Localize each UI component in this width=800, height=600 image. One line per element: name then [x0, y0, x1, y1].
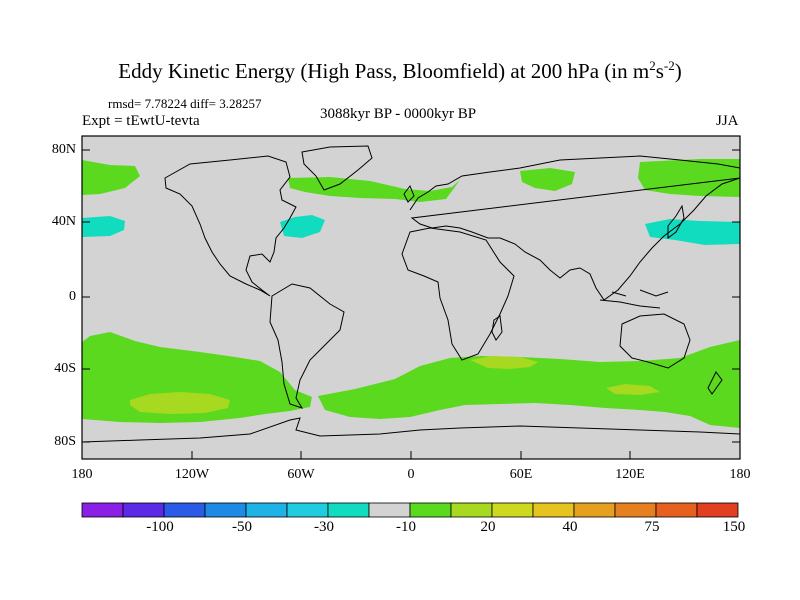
title-sup-1: 2 [649, 58, 656, 73]
coast-indonesia [599, 289, 669, 309]
lon-label-180w: 180 [71, 467, 93, 482]
colorbar-label-75: 75 [644, 519, 660, 535]
patch-yellowgreen-australia [606, 384, 660, 395]
colorbar-label-neg50: -50 [232, 519, 252, 535]
colorbar-label-neg10: -10 [396, 519, 416, 535]
patch-n-pacific-east [638, 159, 740, 197]
lat-label-80n: 80N [51, 142, 76, 157]
coast-north-america [164, 155, 297, 297]
coast-eurasia [409, 155, 741, 301]
lon-label-120e: 120E [615, 467, 645, 482]
coastlines [81, 145, 741, 443]
axis-ticks [81, 149, 741, 459]
coast-greenland [301, 145, 373, 191]
anomaly-fields [82, 159, 740, 428]
colorbar-label-neg100: -100 [146, 519, 174, 535]
colorbar-box-7 [368, 502, 411, 518]
patch-yellowgreen-indian [470, 356, 538, 369]
patch-cyan-atlantic [280, 215, 325, 238]
lon-label-180e: 180 [729, 467, 751, 482]
lat-label-80s: 80S [54, 434, 76, 449]
colorbar-box-13 [614, 502, 657, 518]
colorbar-box-11 [532, 502, 575, 518]
colorbar-box-3 [204, 502, 247, 518]
lat-label-0: 0 [69, 289, 76, 304]
title-main: Eddy Kinetic Energy (High Pass, Bloomfie… [118, 59, 650, 83]
colorbar-label-40: 40 [562, 519, 578, 535]
coast-africa [401, 227, 515, 361]
colorbar-label-neg30: -30 [314, 519, 334, 535]
coast-uk [403, 184, 415, 203]
colorbar-box-0 [81, 502, 124, 518]
colorbar-box-2 [163, 502, 206, 518]
colorbar-box-8 [409, 502, 452, 518]
colorbar-box-6 [327, 502, 370, 518]
patch-n-pacific-west [82, 160, 140, 195]
patch-yellowgreen-pacific [130, 392, 230, 414]
colorbar-box-4 [245, 502, 288, 518]
season-label: JJA [716, 113, 739, 129]
colorbar-box-10 [491, 502, 534, 518]
lon-label-60w: 60W [287, 467, 315, 482]
coast-new-zealand [707, 371, 723, 395]
colorbar-label-20: 20 [480, 519, 496, 535]
colorbar-box-15 [696, 502, 739, 518]
title-sup-2: -2 [663, 58, 675, 73]
lon-label-0: 0 [407, 467, 415, 482]
coast-south-america [269, 283, 345, 409]
coast-madagascar [491, 315, 503, 341]
colorbar-box-5 [286, 502, 329, 518]
title-end: ) [674, 59, 682, 83]
title-mid: s [655, 59, 664, 83]
coast-antarctica [81, 417, 741, 443]
lon-label-60e: 60E [509, 467, 533, 482]
colorbar-box-9 [450, 502, 493, 518]
coast-japan [667, 204, 685, 239]
colorbar-box-1 [122, 502, 165, 518]
lat-label-40s: 40S [54, 361, 76, 376]
colorbar-box-14 [655, 502, 698, 518]
chart-title: Eddy Kinetic Energy (High Pass, Bloomfie… [0, 58, 800, 84]
patch-n-atlantic [288, 177, 460, 202]
patch-n-asia [520, 168, 575, 191]
lon-label-120w: 120W [174, 467, 210, 482]
patch-cyan-pacific-west [82, 216, 125, 237]
stats-text: rmsd= 7.78224 diff= 3.28257 [108, 96, 262, 111]
coast-australia [619, 313, 691, 369]
colorbar-label-150: 150 [722, 519, 746, 535]
period-label: 3088kyr BP - 0000kyr BP [320, 106, 477, 122]
lat-label-40n: 40N [51, 214, 76, 229]
colorbar-box-12 [573, 502, 616, 518]
experiment-label: Expt = tEwtU-tevta [82, 113, 200, 129]
patch-s-atlantic-indian [318, 340, 740, 428]
colorbar [81, 502, 739, 518]
